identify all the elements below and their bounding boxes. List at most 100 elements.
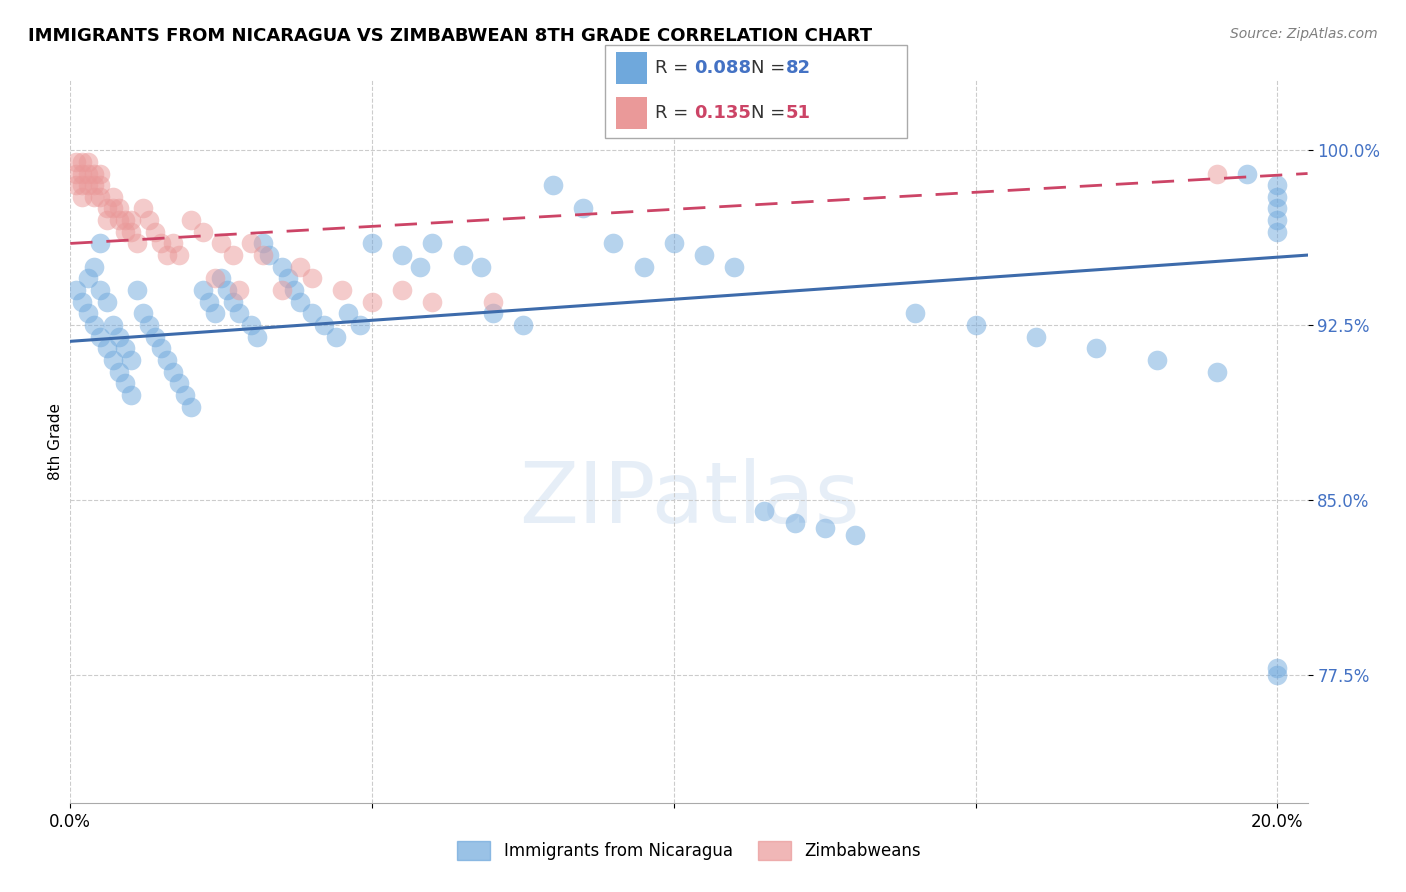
Point [391, 248, 413, 262]
Point [662, 236, 685, 251]
Point [1206, 167, 1229, 181]
Point [138, 213, 160, 227]
Point [470, 260, 492, 274]
Point [156, 353, 179, 368]
Point [143, 225, 166, 239]
Point [240, 318, 263, 332]
Point [228, 283, 250, 297]
Point [107, 329, 129, 343]
Point [114, 225, 136, 239]
Point [143, 329, 166, 343]
Text: 51: 51 [786, 103, 811, 121]
Point [174, 388, 197, 402]
Point [965, 318, 987, 332]
Point [101, 318, 124, 332]
Point [89, 283, 111, 297]
Point [246, 329, 269, 343]
Point [222, 294, 245, 309]
Point [633, 260, 655, 274]
Point [77, 271, 100, 285]
Point [191, 225, 214, 239]
Point [89, 236, 111, 251]
Point [65, 167, 87, 181]
Point [1267, 660, 1289, 674]
Point [240, 236, 263, 251]
Text: ZIPatlas: ZIPatlas [519, 458, 859, 541]
Point [288, 294, 311, 309]
Point [77, 167, 100, 181]
Point [451, 248, 474, 262]
Point [149, 341, 172, 355]
Point [138, 318, 160, 332]
Point [89, 167, 111, 181]
Point [162, 236, 184, 251]
Point [602, 236, 624, 251]
Point [89, 190, 111, 204]
Point [481, 294, 503, 309]
Point [1206, 365, 1229, 379]
Point [101, 353, 124, 368]
Point [65, 283, 87, 297]
Text: N =: N = [751, 59, 790, 77]
Point [209, 271, 232, 285]
Point [101, 190, 124, 204]
Point [330, 283, 353, 297]
Point [754, 504, 776, 518]
Point [1085, 341, 1108, 355]
Point [252, 248, 274, 262]
Point [1267, 225, 1289, 239]
Point [72, 167, 94, 181]
Point [512, 318, 534, 332]
Point [1267, 190, 1289, 204]
Point [180, 400, 202, 414]
Point [191, 283, 214, 297]
Point [422, 294, 444, 309]
Point [77, 178, 100, 193]
Text: Source: ZipAtlas.com: Source: ZipAtlas.com [1230, 27, 1378, 41]
Point [198, 294, 221, 309]
Point [120, 388, 142, 402]
Point [844, 528, 866, 542]
Point [814, 521, 837, 535]
Point [1267, 667, 1289, 681]
Point [301, 271, 323, 285]
Point [422, 236, 444, 251]
Point [167, 248, 190, 262]
Text: 0.088: 0.088 [695, 59, 752, 77]
Point [481, 306, 503, 320]
Point [107, 365, 129, 379]
Point [180, 213, 202, 227]
Point [1267, 202, 1289, 216]
Point [217, 283, 239, 297]
Point [132, 306, 155, 320]
Point [361, 294, 384, 309]
Text: 0.135: 0.135 [695, 103, 751, 121]
Point [72, 178, 94, 193]
Point [83, 318, 105, 332]
Point [96, 294, 118, 309]
Point [77, 154, 100, 169]
Point [65, 178, 87, 193]
Point [1267, 213, 1289, 227]
Point [114, 341, 136, 355]
Point [270, 260, 292, 274]
Point [83, 167, 105, 181]
Point [96, 213, 118, 227]
Point [391, 283, 413, 297]
Point [167, 376, 190, 391]
Point [301, 306, 323, 320]
Point [204, 271, 226, 285]
Point [283, 283, 305, 297]
Point [114, 376, 136, 391]
Point [572, 202, 595, 216]
Point [83, 178, 105, 193]
Point [65, 154, 87, 169]
Point [120, 353, 142, 368]
Point [783, 516, 806, 530]
Point [270, 283, 292, 297]
Point [336, 306, 359, 320]
Point [409, 260, 432, 274]
Point [312, 318, 335, 332]
Point [723, 260, 745, 274]
Point [77, 306, 100, 320]
